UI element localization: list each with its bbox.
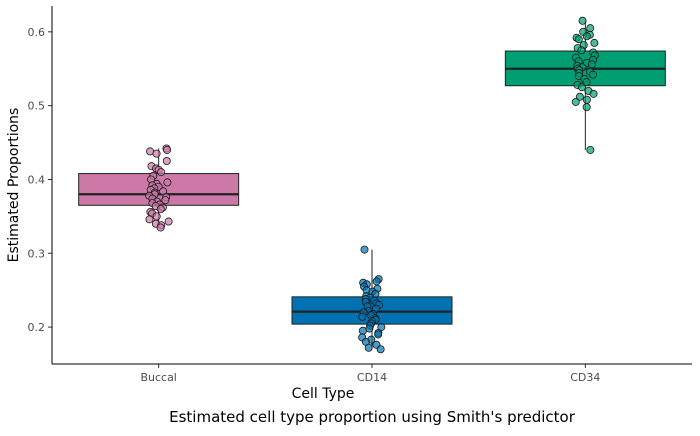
data-point xyxy=(582,103,591,112)
data-point xyxy=(577,46,586,55)
data-point xyxy=(145,215,154,224)
data-point xyxy=(376,345,385,354)
data-point xyxy=(586,24,595,33)
points-buccal xyxy=(145,144,173,232)
data-point xyxy=(365,324,374,333)
y-tick-label: 0.3 xyxy=(28,247,46,260)
data-point xyxy=(571,97,580,106)
data-point xyxy=(372,277,381,286)
data-point xyxy=(358,326,367,335)
data-point xyxy=(577,83,586,92)
x-axis-title: Cell Type xyxy=(292,386,355,402)
data-point xyxy=(590,38,599,47)
y-tick-label: 0.5 xyxy=(28,100,46,113)
data-point xyxy=(358,312,367,321)
x-tick-label: CD14 xyxy=(357,371,387,384)
data-point xyxy=(582,78,591,87)
x-tick-label: CD34 xyxy=(570,371,600,384)
data-point xyxy=(156,223,165,232)
data-point xyxy=(364,343,373,352)
data-point xyxy=(578,16,587,25)
chart-caption: Estimated cell type proportion using Smi… xyxy=(169,408,576,426)
data-point xyxy=(164,217,173,226)
data-point xyxy=(587,60,596,69)
data-point xyxy=(582,32,591,41)
x-tick-label: Buccal xyxy=(140,371,176,384)
y-axis-ticks: 0.2 0.3 0.4 0.5 0.6 xyxy=(28,26,52,334)
data-point xyxy=(589,89,598,98)
y-tick-label: 0.6 xyxy=(28,26,46,39)
y-tick-label: 0.2 xyxy=(28,321,46,334)
data-point xyxy=(574,35,583,44)
y-tick-label: 0.4 xyxy=(28,173,46,186)
data-point xyxy=(374,330,383,339)
data-point xyxy=(360,245,369,254)
y-axis-title: Estimated Proportions xyxy=(6,108,22,263)
data-point xyxy=(157,168,166,177)
data-point xyxy=(156,204,165,213)
data-point xyxy=(163,145,172,154)
data-point xyxy=(575,92,584,101)
data-point xyxy=(586,145,595,154)
jitter-points xyxy=(145,16,599,354)
points-cd34 xyxy=(571,16,599,154)
data-point xyxy=(588,70,597,79)
data-point xyxy=(162,157,171,166)
data-point xyxy=(582,95,591,104)
data-point xyxy=(163,178,172,187)
data-point xyxy=(152,149,161,158)
points-cd14 xyxy=(358,245,386,354)
data-point xyxy=(161,196,170,205)
data-point xyxy=(152,212,161,221)
x-axis-ticks: Buccal CD14 CD34 xyxy=(140,364,600,384)
